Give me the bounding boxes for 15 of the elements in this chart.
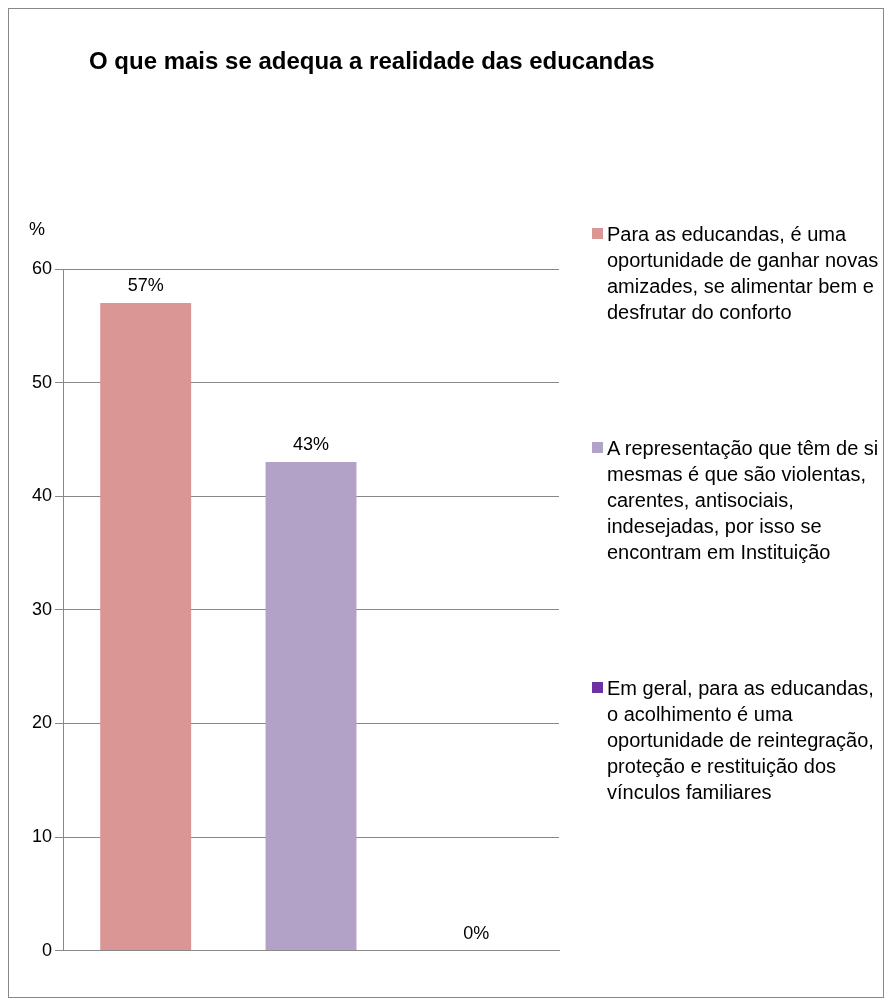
y-tick-label: 0 xyxy=(42,939,53,960)
data-label: 57% xyxy=(127,275,164,296)
y-tick-label: 10 xyxy=(31,825,53,846)
data-label: 43% xyxy=(293,434,330,455)
y-tick-label: 20 xyxy=(31,712,53,733)
legend-label: Para as educandas, é uma oportunidade de ganhar novas amizades, se alimentar bem e desfrutar do conforto xyxy=(607,222,880,325)
y-tick-label: 60 xyxy=(31,257,53,278)
y-tick-label: 40 xyxy=(31,485,53,506)
data-label: 0% xyxy=(463,922,490,943)
legend-label: A representação que têm de si mesmas é que são violentas, carentes, antisociais, indesejadas, por isso se encontram em Instituição xyxy=(607,436,880,565)
chart-title: O que mais se adequa a realidade das educandas xyxy=(89,47,655,75)
y-axis-title: % xyxy=(28,218,46,239)
y-tick-label: 50 xyxy=(31,371,53,392)
y-tick-label: 30 xyxy=(31,598,53,619)
legend-label: Em geral, para as educandas, o acolhimento é uma oportunidade de reintegração, proteção e restituição dos vínculos familiares xyxy=(607,676,875,805)
